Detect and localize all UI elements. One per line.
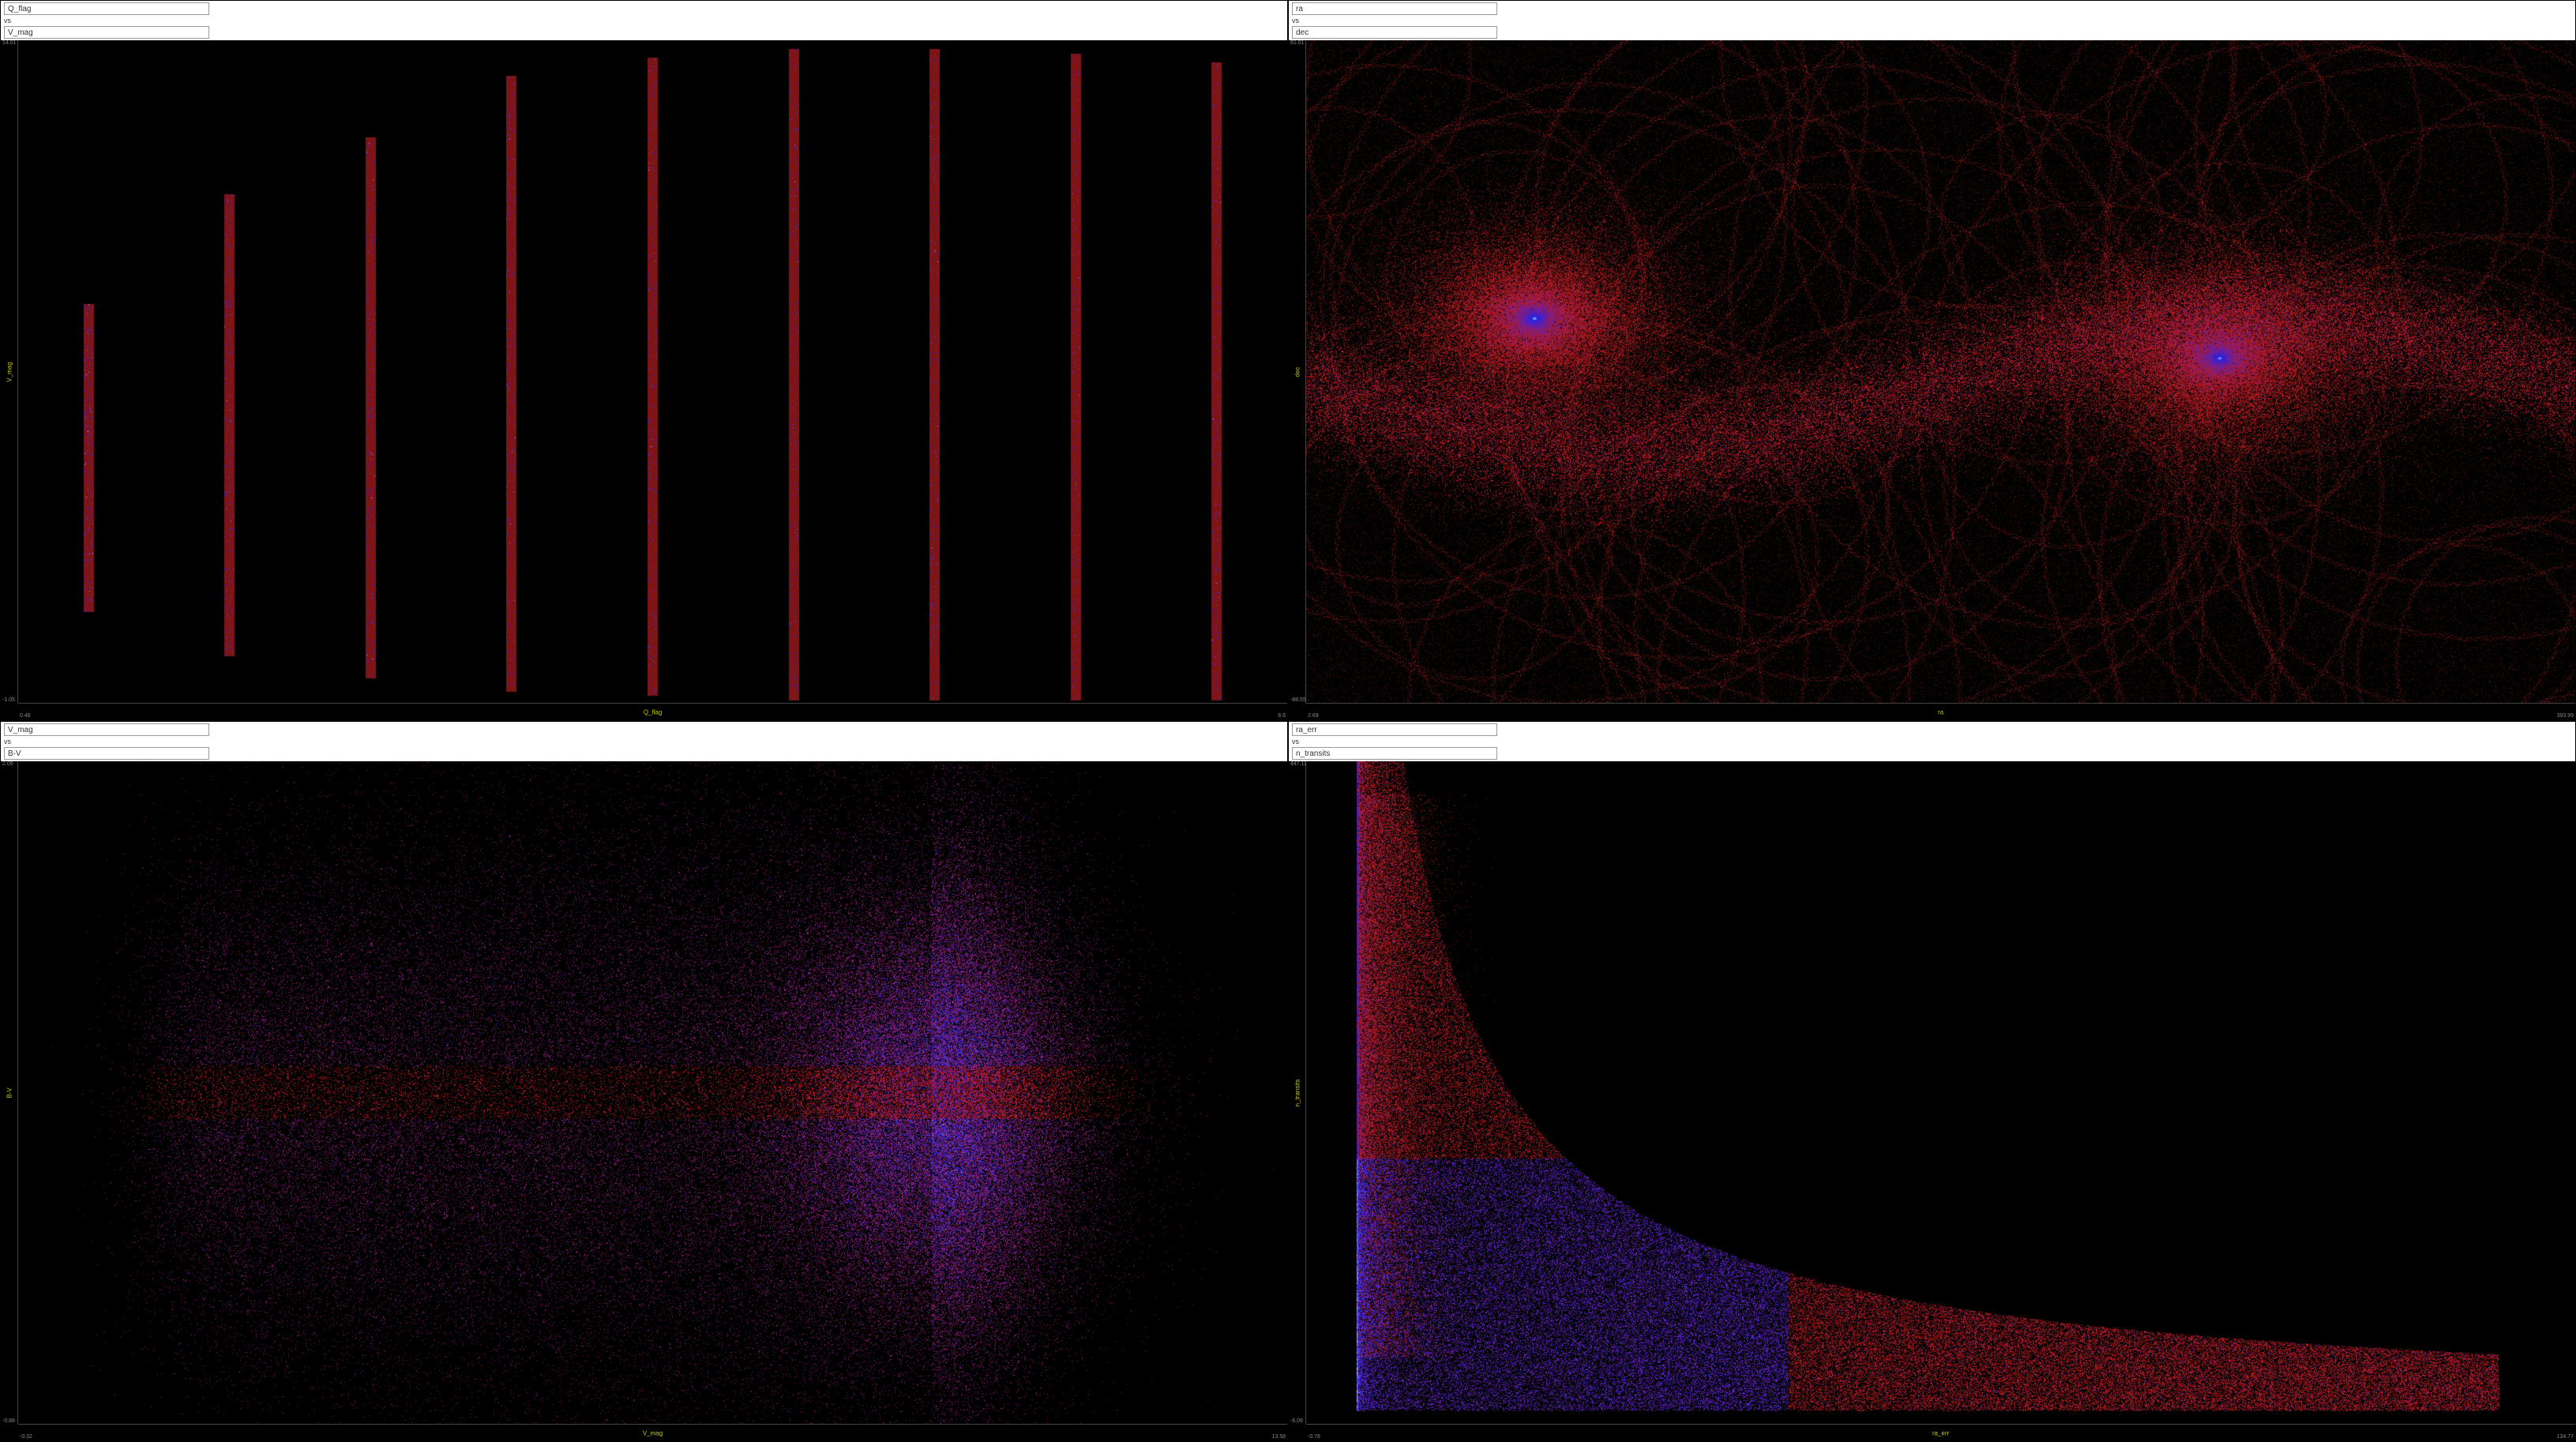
x-field-input[interactable] [4, 723, 209, 736]
x-min-tick: -0.32 [20, 1434, 32, 1440]
plot-area[interactable]: 2.09 B-V -0.88 -0.32 V_mag 13.58 [1, 761, 1287, 1441]
x-max-tick: 393.99 [2557, 713, 2574, 719]
x-max-tick: 134.77 [2557, 1434, 2574, 1440]
y-axis-label: dec [1294, 366, 1301, 377]
y-axis-label: V_mag [6, 362, 13, 381]
y-min-tick: -0.88 [2, 1418, 15, 1424]
vs-label: vs [1292, 738, 1303, 745]
plot-area[interactable]: 81.01 dec -88.55 2.69 ra 393.99 [1289, 40, 2575, 720]
density-canvas[interactable] [1306, 40, 2575, 703]
x-field-input[interactable] [1292, 2, 1497, 15]
panel-raerr-ntransits: vs 447.11 n_transits -6.09 -0.78 ra_err … [1288, 721, 2576, 1442]
panel-vmag-bv: vs 2.09 B-V -0.88 -0.32 V_mag 13.58 [0, 721, 1288, 1442]
x-min-tick: -0.78 [1308, 1434, 1320, 1440]
y-min-tick: -6.09 [1290, 1418, 1303, 1424]
y-axis-label: n_transits [1294, 1079, 1301, 1106]
plot-grid: vs 14.01 V_mag -1.05 0.46 Q_flag 8.6 [0, 0, 2576, 1442]
y-axis: 81.01 dec -88.55 [1289, 40, 1306, 703]
x-field-input[interactable] [1292, 723, 1497, 736]
panel-controls: vs [1289, 722, 2575, 761]
y-axis-label: B-V [6, 1087, 13, 1098]
y-field-input[interactable] [1292, 26, 1497, 39]
x-max-tick: 8.6 [1278, 713, 1286, 719]
x-min-tick: 2.69 [1308, 713, 1319, 719]
y-axis: 2.09 B-V -0.88 [1, 761, 18, 1424]
x-axis: -0.32 V_mag 13.58 [18, 1424, 1287, 1441]
x-axis: 0.46 Q_flag 8.6 [18, 703, 1287, 720]
y-min-tick: -1.05 [2, 697, 15, 703]
x-axis-label: V_mag [643, 1429, 663, 1436]
panel-controls: vs [1, 722, 1287, 761]
panel-qflag-vmag: vs 14.01 V_mag -1.05 0.46 Q_flag 8.6 [0, 0, 1288, 721]
y-axis: 447.11 n_transits -6.09 [1289, 761, 1306, 1424]
plot-area[interactable]: 14.01 V_mag -1.05 0.46 Q_flag 8.6 [1, 40, 1287, 720]
vs-label: vs [4, 738, 15, 745]
panel-controls: vs [1, 1, 1287, 40]
panel-controls: vs [1289, 1, 2575, 40]
x-axis-label: ra_err [1932, 1429, 1949, 1436]
y-max-tick: 14.01 [2, 40, 17, 46]
vs-label: vs [4, 17, 15, 24]
x-axis-label: ra [1938, 708, 1943, 715]
y-axis: 14.01 V_mag -1.05 [1, 40, 18, 703]
y-min-tick: -88.55 [1290, 697, 1306, 703]
y-field-input[interactable] [4, 26, 209, 39]
panel-ra-dec: vs 81.01 dec -88.55 2.69 ra 393.99 [1288, 0, 2576, 721]
plot-area[interactable]: 447.11 n_transits -6.09 -0.78 ra_err 134… [1289, 761, 2575, 1441]
x-axis: 2.69 ra 393.99 [1306, 703, 2575, 720]
x-axis-label: Q_flag [644, 708, 663, 715]
x-max-tick: 13.58 [1271, 1434, 1286, 1440]
density-canvas[interactable] [1306, 761, 2575, 1424]
density-canvas[interactable] [18, 40, 1287, 703]
vs-label: vs [1292, 17, 1303, 24]
y-max-tick: 81.01 [1290, 40, 1305, 46]
y-max-tick: 2.09 [2, 761, 13, 767]
x-min-tick: 0.46 [20, 713, 31, 719]
density-canvas[interactable] [18, 761, 1287, 1424]
x-field-input[interactable] [4, 2, 209, 15]
x-axis: -0.78 ra_err 134.77 [1306, 1424, 2575, 1441]
y-max-tick: 447.11 [1290, 761, 1307, 767]
y-field-input[interactable] [1292, 747, 1497, 760]
y-field-input[interactable] [4, 747, 209, 760]
